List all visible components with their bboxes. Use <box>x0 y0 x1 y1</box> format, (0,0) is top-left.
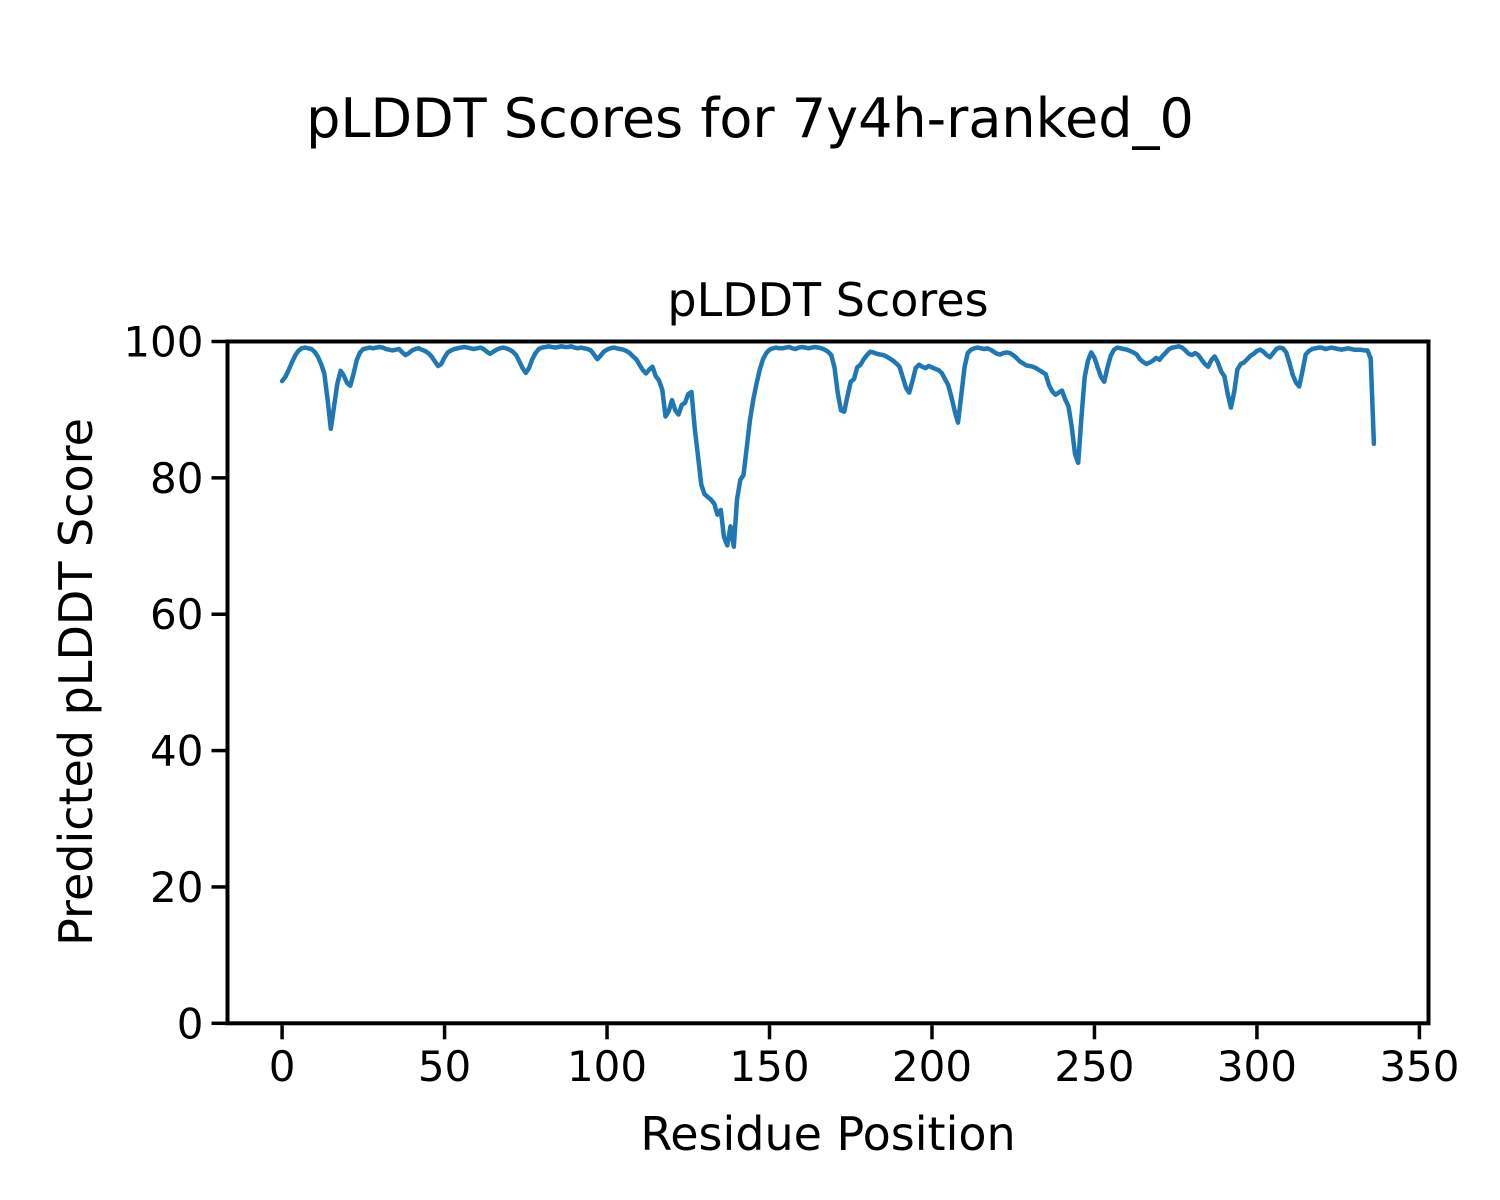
y-axis-ticks: 0 20 40 60 80 100 <box>123 318 226 1048</box>
figure-suptitle: pLDDT Scores for 7y4h-ranked_0 <box>306 87 1194 150</box>
axes-frame <box>225 339 1431 1026</box>
axes-title: pLDDT Scores <box>667 273 988 327</box>
x-tick-label: 300 <box>1217 1042 1297 1091</box>
y-tick-label: 60 <box>150 590 203 639</box>
y-tick-label: 40 <box>150 727 203 776</box>
x-axis-label: Residue Position <box>640 1107 1015 1161</box>
x-axis-ticks: 0 50 100 150 200 250 300 350 <box>269 1025 1459 1091</box>
x-tick-label: 200 <box>892 1042 972 1091</box>
plddt-line <box>279 344 1377 549</box>
y-axis-label: Predicted pLDDT Score <box>49 418 103 946</box>
x-tick-label: 100 <box>567 1042 647 1091</box>
y-tick-label: 100 <box>123 318 203 367</box>
x-tick-label: 50 <box>418 1042 471 1091</box>
y-tick-label: 80 <box>150 454 203 503</box>
x-tick-label: 0 <box>269 1042 296 1091</box>
y-tick-label: 0 <box>177 999 204 1048</box>
y-tick-label: 20 <box>150 863 203 912</box>
x-tick-label: 150 <box>729 1042 809 1091</box>
x-tick-label: 350 <box>1379 1042 1459 1091</box>
x-tick-label: 250 <box>1054 1042 1134 1091</box>
